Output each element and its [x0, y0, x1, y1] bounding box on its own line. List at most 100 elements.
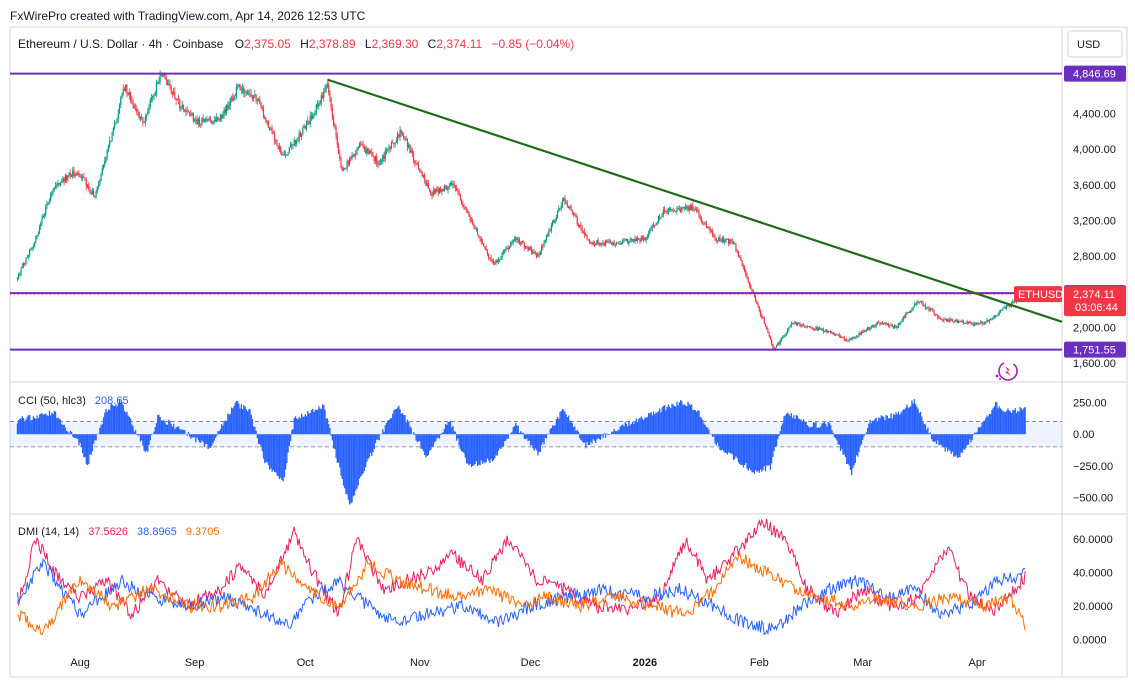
candle-body — [916, 301, 918, 305]
candle-body — [839, 336, 842, 338]
trendline[interactable] — [327, 78, 1063, 323]
candle-body — [875, 323, 877, 326]
candle-body — [81, 176, 84, 178]
cci-bar — [708, 429, 710, 435]
cci-bar — [536, 434, 538, 451]
candle-body — [540, 246, 543, 252]
cci-bar — [262, 434, 265, 459]
cci-bar — [844, 434, 847, 458]
candle-body — [576, 217, 578, 225]
candle-body — [684, 206, 687, 209]
cci-bar — [638, 418, 640, 435]
candle-body — [656, 222, 658, 225]
cci-bar — [165, 424, 167, 435]
cci-bar — [428, 434, 431, 451]
candle-body — [428, 188, 431, 192]
candle-body — [635, 238, 637, 241]
candle-body — [467, 210, 469, 213]
candle-body — [987, 320, 989, 322]
cci-bar — [458, 434, 460, 446]
candle-body — [505, 248, 507, 250]
candle-body — [971, 323, 973, 325]
level-tag — [1064, 341, 1126, 358]
replay-icon[interactable] — [995, 361, 1018, 381]
candle-body — [579, 224, 581, 227]
cci-bar — [826, 426, 828, 435]
candle-body — [891, 324, 893, 327]
candle-body — [905, 314, 907, 318]
cci-bar — [390, 418, 393, 435]
cci-bar — [593, 434, 596, 441]
cci-bar — [483, 434, 485, 463]
cci-bar — [532, 434, 534, 449]
candle-body — [961, 321, 963, 322]
cci-bar — [173, 423, 175, 435]
cci-bar — [472, 434, 474, 466]
candle-body — [837, 334, 839, 336]
candle-body — [878, 322, 880, 324]
cci-bar — [143, 434, 145, 452]
candle-body — [700, 217, 703, 222]
currency-button[interactable]: USD — [1067, 30, 1123, 58]
cci-bar — [394, 409, 396, 435]
cci-bar — [624, 422, 626, 435]
cci-bar — [228, 414, 230, 435]
cci-bar — [45, 413, 47, 435]
candle-body — [597, 240, 599, 245]
cci-bar — [120, 402, 122, 435]
candle-body — [344, 168, 346, 170]
candle-body — [880, 322, 882, 324]
price-axis-ticks: 4,400.004,000.003,600.003,200.002,800.00… — [1073, 108, 1116, 370]
cci-bar — [646, 416, 649, 435]
cci-bar — [846, 434, 848, 465]
candle-body — [73, 170, 75, 177]
candle-body — [921, 301, 923, 303]
cci-bar — [863, 434, 865, 437]
cci-bar — [417, 434, 420, 442]
candle-body — [472, 220, 474, 224]
cci-bar — [89, 434, 91, 455]
candle-body — [683, 206, 685, 209]
cci-bar — [136, 434, 138, 435]
candle-body — [415, 162, 417, 164]
candle-body — [870, 325, 872, 329]
cci-bar — [91, 434, 94, 452]
candle-body — [144, 117, 146, 123]
candle-body — [981, 321, 983, 324]
candle-body — [250, 94, 252, 97]
candle-body — [179, 99, 181, 109]
candle-body — [176, 99, 178, 101]
cci-bar — [347, 434, 350, 500]
cci-bar — [57, 417, 59, 435]
candle-body — [301, 133, 303, 137]
cci-bar — [759, 434, 762, 470]
candle-body — [78, 173, 80, 176]
cci-bar — [805, 421, 807, 435]
cci-bar — [264, 434, 266, 464]
cci-bar — [168, 419, 170, 435]
candle-body — [348, 157, 351, 164]
candle-body — [222, 114, 224, 119]
candle-body — [693, 209, 695, 211]
price-tick-label: 2,800.00 — [1073, 251, 1116, 263]
cci-bar — [580, 434, 582, 441]
cci-bar — [144, 434, 147, 452]
dmi-tick-label: 60.0000 — [1073, 534, 1113, 546]
candle-body — [833, 333, 835, 335]
candle-body — [922, 302, 924, 306]
candle-body — [890, 324, 892, 326]
candle-body — [50, 195, 52, 201]
candle-body — [799, 323, 801, 327]
candle-body — [201, 118, 203, 126]
candle-body — [959, 320, 961, 322]
cci-bar — [544, 434, 546, 439]
cci-bar — [149, 434, 151, 441]
candle-body — [47, 202, 49, 205]
horizontal-levels[interactable]: 4,846.692,384.591,751.55 — [10, 65, 1126, 358]
cci-bar — [30, 420, 32, 435]
candle-body — [122, 88, 124, 95]
candle-body — [935, 314, 938, 316]
candle-body — [449, 182, 452, 186]
candle-body — [707, 226, 709, 228]
cci-bar — [205, 434, 207, 445]
